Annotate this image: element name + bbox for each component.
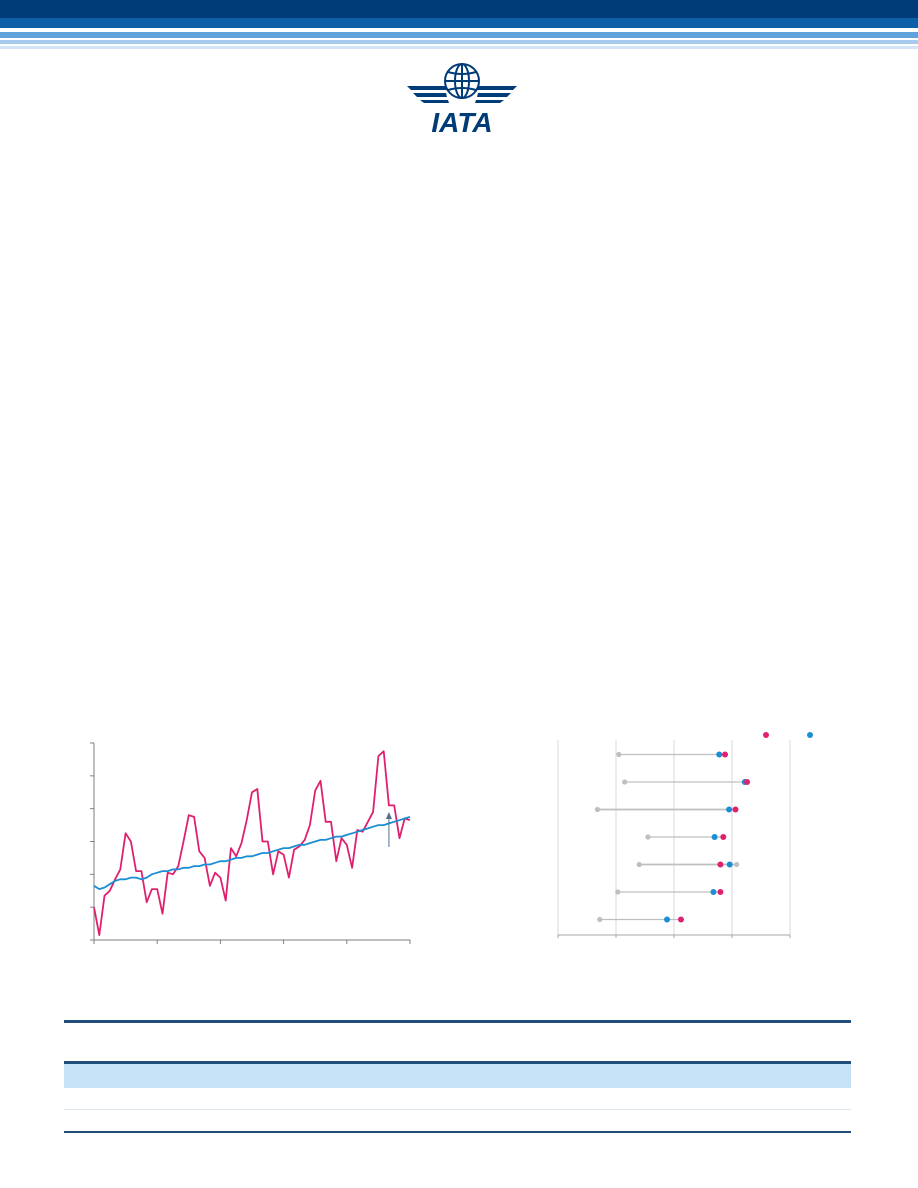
annotation-arrow-head	[385, 812, 392, 819]
table-bottom-rule	[64, 1131, 851, 1133]
dumbbell-chart	[557, 732, 813, 938]
blue-point	[726, 861, 733, 868]
grey-point	[615, 889, 621, 895]
header-band-light	[0, 32, 918, 38]
table-header-row	[64, 1064, 851, 1088]
pink-point	[717, 889, 724, 895]
pink-point	[722, 751, 729, 758]
logo-text: IATA	[431, 107, 492, 136]
pink-point	[744, 779, 751, 785]
pink-point	[717, 861, 724, 868]
header-band-mid	[0, 18, 918, 28]
line-chart-axes	[90, 742, 411, 944]
grey-point	[597, 916, 603, 923]
blue-point	[664, 916, 671, 923]
line-chart	[90, 742, 411, 944]
header-band-gap	[0, 28, 918, 32]
grey-point	[616, 751, 622, 758]
grey-point	[636, 861, 642, 868]
dumbbell-chart-legend	[763, 732, 813, 738]
blue-point	[716, 751, 723, 758]
pink-point	[720, 834, 727, 840]
header-banner	[0, 0, 918, 52]
data-table	[64, 1020, 851, 1133]
table-row	[64, 1088, 851, 1110]
header-band-lightest	[0, 46, 918, 49]
pink-point	[732, 806, 739, 813]
grey-point	[594, 806, 601, 813]
blue-point	[710, 889, 717, 895]
blue-point	[711, 834, 718, 840]
blue-point	[726, 806, 733, 813]
line-chart-annotations	[385, 812, 392, 847]
dumbbell-chart-grid	[557, 740, 791, 938]
line-chart-series	[93, 750, 411, 937]
table-top-rule	[64, 1020, 851, 1023]
blue-series-line	[93, 816, 411, 891]
grey-point	[622, 779, 628, 785]
grey-point	[734, 861, 740, 868]
table-title-row	[64, 1023, 851, 1061]
grey-point	[645, 834, 651, 840]
legend-pink-marker	[763, 732, 769, 738]
table-row	[64, 1110, 851, 1131]
legend-blue-marker	[807, 732, 813, 738]
pink-point	[677, 916, 684, 923]
dumbbell-chart-rows	[594, 751, 751, 923]
header-band-dark	[0, 0, 918, 18]
header-band-lighter	[0, 40, 918, 44]
table-header-rule	[64, 1061, 851, 1064]
pink-series-line	[93, 750, 411, 937]
iata-logo: IATA	[407, 63, 517, 136]
